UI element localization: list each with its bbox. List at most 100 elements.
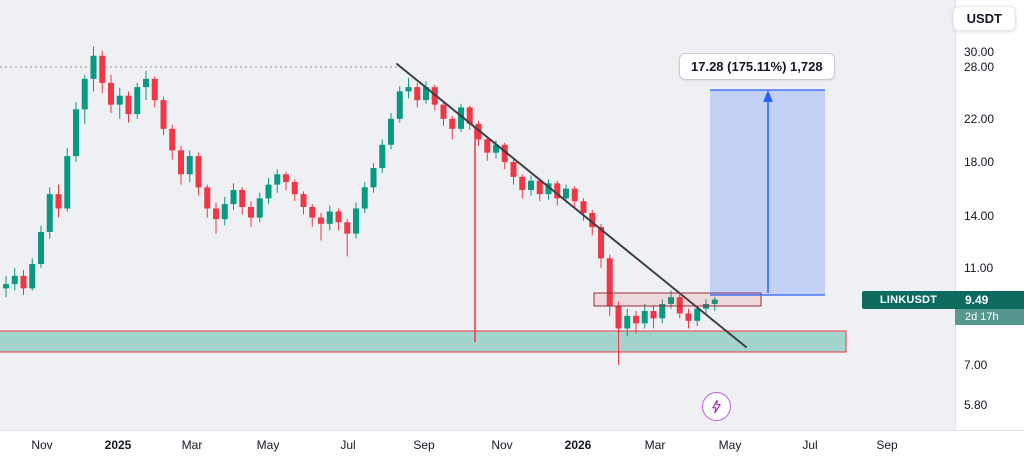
candle-body xyxy=(598,227,604,259)
candle-body xyxy=(300,194,307,208)
candle-body xyxy=(571,188,578,202)
candle-body xyxy=(248,207,254,218)
chart-canvas[interactable]: 17.28 (175.11%) 1,728 xyxy=(0,0,955,430)
candle-body xyxy=(440,104,447,119)
price-axis-label: 7.00 xyxy=(964,358,988,373)
candle-body xyxy=(134,87,141,115)
candle-body xyxy=(361,187,368,209)
candle-body xyxy=(449,118,456,129)
candle-body xyxy=(335,211,342,223)
time-axis-label: May xyxy=(256,438,280,452)
candle-body xyxy=(633,315,639,324)
candle-body xyxy=(606,258,613,307)
candle-body xyxy=(458,107,464,129)
candle-body xyxy=(265,184,272,199)
candlestick-chart xyxy=(0,46,847,366)
candle-body xyxy=(510,161,517,177)
price-axis-label: 28.00 xyxy=(964,60,995,74)
candle-body xyxy=(326,211,333,224)
candle-body xyxy=(81,78,88,110)
symbol-name-label[interactable]: LINKUSDT xyxy=(862,291,955,309)
time-axis-label: 2025 xyxy=(104,438,132,452)
candle-body xyxy=(213,208,219,220)
candle-body xyxy=(116,95,123,105)
candle-body xyxy=(11,275,18,285)
price-axis[interactable]: 30.00 28.00 22.00 18.00 14.00 11.00 7.00 5.80 xyxy=(955,0,1024,430)
price-axis-label: 22.00 xyxy=(964,111,995,126)
candle-body xyxy=(160,100,167,129)
candle-body xyxy=(186,156,193,175)
price-axis-label: 5.80 xyxy=(964,398,988,413)
candle-body xyxy=(169,128,176,151)
symbol-price-badge[interactable]: LINKUSDT 9.49 xyxy=(862,291,1024,309)
candle-body xyxy=(55,194,62,209)
candle-body xyxy=(694,308,701,321)
candle-body xyxy=(589,212,596,228)
candle-body xyxy=(195,156,202,188)
candle-body xyxy=(641,311,648,324)
candle-body xyxy=(344,222,351,234)
candle-body xyxy=(536,180,543,195)
candle-body xyxy=(230,190,237,205)
candle-body xyxy=(501,144,508,162)
candle-body xyxy=(318,217,324,224)
candle-body xyxy=(423,87,429,101)
candle-body xyxy=(353,208,359,234)
candle-body xyxy=(291,182,298,195)
candle-body xyxy=(659,303,666,319)
price-axis-label: 30.00 xyxy=(964,45,995,60)
lightning-mode-button[interactable] xyxy=(702,392,731,421)
time-axis-label: Sep xyxy=(413,438,435,452)
candle-body xyxy=(466,107,473,124)
candle-body xyxy=(3,284,9,289)
candle-body xyxy=(73,109,79,157)
candle-body xyxy=(99,55,106,83)
candle-body xyxy=(493,144,499,153)
candle-body xyxy=(221,204,228,220)
price-axis-label: 11.00 xyxy=(964,260,994,275)
time-axis-label: Mar xyxy=(644,438,666,452)
candle-body xyxy=(554,183,561,199)
projection-arrow-head[interactable] xyxy=(763,90,773,102)
candle-body xyxy=(204,187,211,209)
candle-body xyxy=(615,306,622,329)
time-axis-label: Jul xyxy=(340,438,356,452)
candle-body xyxy=(274,174,281,185)
time-axis-label: Nov xyxy=(491,438,513,452)
candle-body xyxy=(396,91,403,119)
time-axis-label: Nov xyxy=(31,438,53,452)
candle-body xyxy=(151,78,158,101)
candle-body xyxy=(484,139,491,153)
candle-countdown-label: 2d 17h xyxy=(955,309,1024,325)
candle-body xyxy=(414,87,421,101)
time-axis-label: 2026 xyxy=(564,438,592,452)
candle-body xyxy=(624,315,631,329)
candle-body xyxy=(143,78,149,88)
last-price-label: 9.49 xyxy=(955,291,1024,309)
candle-body xyxy=(528,180,534,191)
candle-body xyxy=(563,188,569,199)
candle-body xyxy=(309,207,316,218)
candle-body xyxy=(178,150,184,175)
price-axis-label: 18.00 xyxy=(964,154,995,169)
candle-body xyxy=(405,87,412,92)
candle-body xyxy=(256,198,263,218)
candle-body xyxy=(519,176,526,191)
price-axis-label: 14.00 xyxy=(964,209,995,224)
candle-body xyxy=(711,299,718,304)
candle-body xyxy=(685,313,692,321)
candle-body xyxy=(370,168,377,188)
time-axis-label: Mar xyxy=(181,438,203,452)
breakout-box-rect[interactable] xyxy=(593,292,762,307)
time-axis[interactable]: Nov 2025 Mar May Jul Sep Nov 2026 Mar May Jul Sep xyxy=(0,430,1024,457)
descending-trendline[interactable] xyxy=(396,63,747,348)
measure-tool-label[interactable]: 17.28 (175.11%) 1,728 xyxy=(679,53,835,80)
candle-body xyxy=(46,194,53,232)
candle-body xyxy=(388,118,394,145)
candle-body xyxy=(650,311,657,319)
candle-body xyxy=(676,297,683,314)
support-zone-rect[interactable] xyxy=(0,330,847,353)
currency-usdt-button[interactable]: USDT xyxy=(952,6,1016,31)
candle-body xyxy=(668,297,674,304)
time-axis-label: Jul xyxy=(802,438,818,452)
